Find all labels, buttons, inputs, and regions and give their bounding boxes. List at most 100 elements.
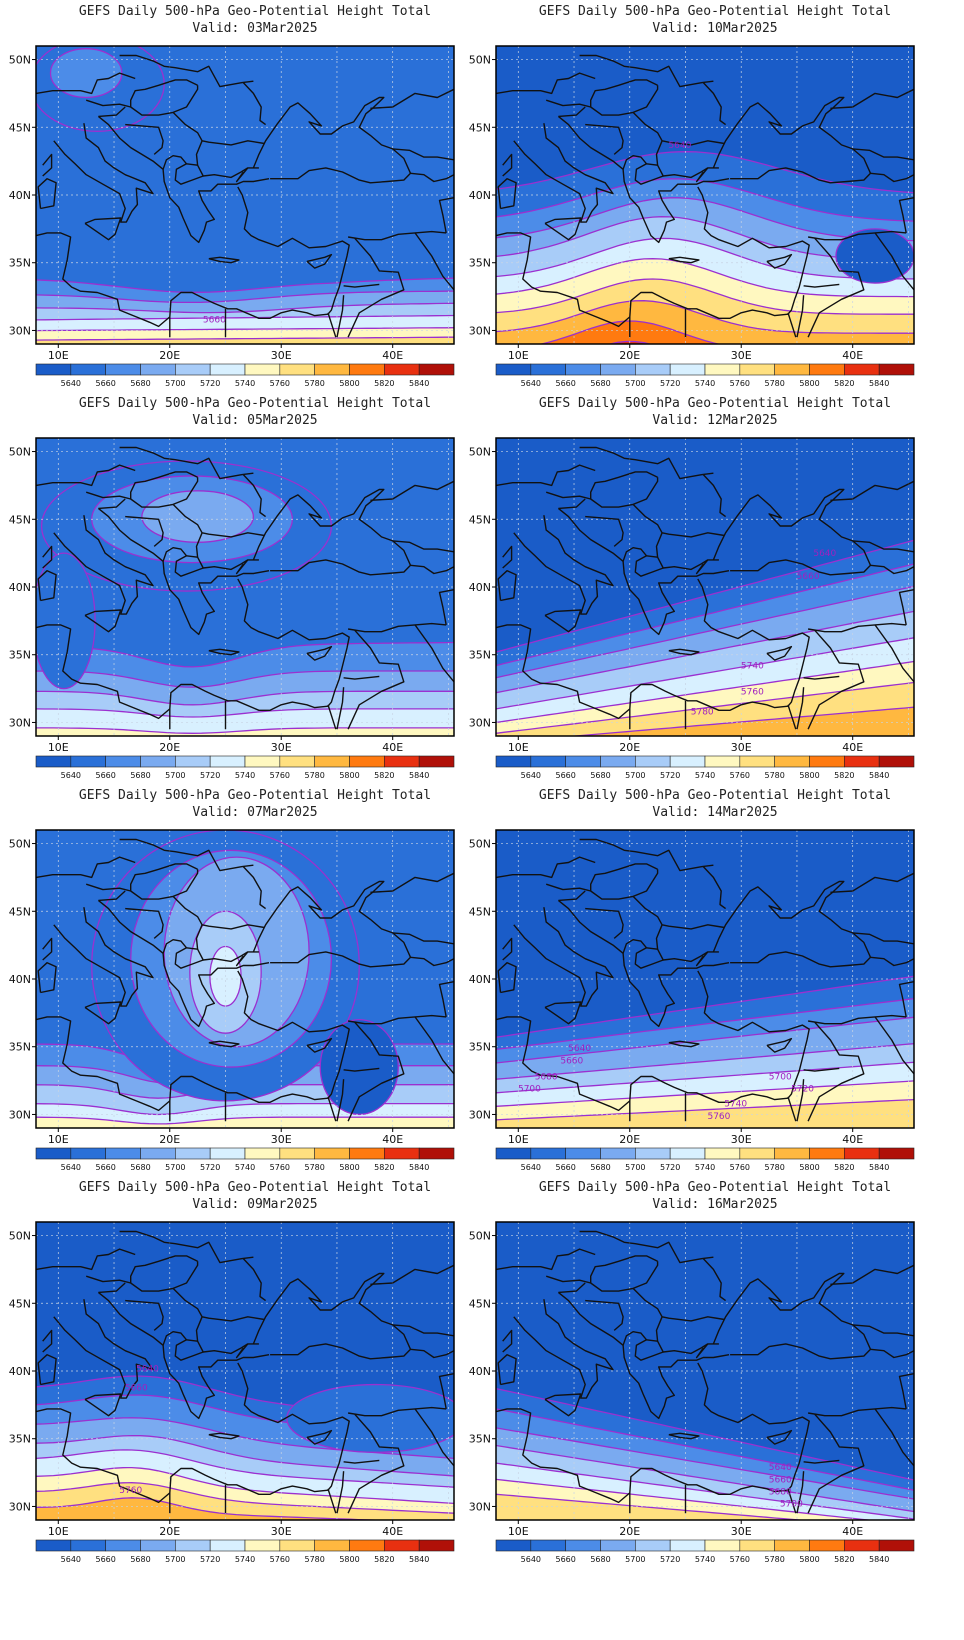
coastline-border	[590, 85, 659, 116]
valid-date: 16Mar2025	[707, 1197, 778, 1212]
coastline-border	[544, 1393, 582, 1417]
contour-line	[496, 1427, 914, 1500]
colorbar-swatch	[418, 755, 455, 768]
panel-valid-date: Valid: 14Mar2025	[500, 805, 930, 821]
colorbar-label: 5680	[130, 771, 150, 780]
colorbar-swatch	[565, 363, 601, 376]
colorbar-swatch	[140, 1539, 176, 1552]
panel-valid-date: Valid: 12Mar2025	[500, 413, 930, 429]
lat-label: 35N	[469, 649, 491, 662]
coastline-border	[195, 532, 259, 571]
height-band	[496, 1388, 914, 1491]
coastline-border	[579, 838, 714, 872]
coastline-border	[119, 54, 254, 88]
coastline-border	[579, 54, 714, 88]
coastline-border	[502, 153, 513, 177]
coastline-border	[97, 507, 270, 636]
contour-line	[36, 290, 454, 304]
lon-label: 40E	[842, 1525, 863, 1538]
coastline-border	[796, 295, 805, 338]
colorbar-swatch	[878, 1539, 915, 1552]
contour-line	[36, 277, 454, 293]
lat-label: 30N	[469, 1500, 491, 1513]
contour-line	[36, 641, 454, 668]
coastline-border	[590, 471, 658, 499]
coastline-border	[874, 232, 914, 291]
lat-label: 35N	[9, 1041, 31, 1054]
colorbar-swatch	[809, 755, 845, 768]
coastline-border	[97, 115, 270, 244]
colorbar-label: 5760	[270, 771, 290, 780]
colorbar-label: 5640	[521, 771, 541, 780]
coastline-border	[42, 545, 53, 569]
lon-label: 40E	[382, 741, 403, 754]
lon-label: 10E	[508, 1525, 529, 1538]
contour-line	[496, 1408, 914, 1491]
colorbar-label: 5700	[165, 771, 185, 780]
contour-label: 5660	[560, 1056, 583, 1066]
coastline-border	[414, 232, 454, 291]
colorbar-swatch	[704, 1539, 741, 1552]
height-band	[36, 1435, 454, 1488]
coastline-border	[306, 253, 333, 269]
colorbar-swatch	[418, 1539, 455, 1552]
coastline-border	[97, 899, 270, 1028]
colorbar-label: 5720	[660, 1555, 680, 1564]
coastline-border	[852, 1324, 914, 1337]
coastline-border	[668, 1432, 700, 1440]
height-band	[496, 1080, 914, 1120]
colorbar-swatch	[565, 755, 601, 768]
coastline-border	[235, 167, 249, 183]
coastline-border	[252, 1272, 412, 1360]
coastline-border	[162, 155, 188, 170]
lon-label: 20E	[619, 741, 640, 754]
contour-line	[36, 1482, 454, 1514]
coastline-border	[558, 890, 586, 902]
colorbar-label: 5780	[764, 379, 784, 388]
contour-line	[496, 1061, 914, 1094]
coastline-border	[36, 970, 350, 1112]
height-map: 50N 45N 40N 35N 30N 10E 20E 30E 40E 5640 5660 5680 5…	[9, 829, 455, 1172]
coastline-border	[347, 237, 405, 338]
coastline-border	[496, 186, 810, 328]
coastline-border	[347, 1014, 447, 1025]
height-band	[36, 727, 454, 736]
coastline-border	[36, 578, 350, 720]
colorbar-label: 5780	[764, 771, 784, 780]
colorbar-swatch	[244, 755, 281, 768]
coastline-border	[712, 880, 872, 968]
colorbar-label: 5700	[165, 1163, 185, 1172]
height-band	[36, 291, 454, 313]
coastline-border	[252, 488, 412, 576]
colorbar-label: 5680	[590, 771, 610, 780]
colorbar-label: 5660	[555, 379, 575, 388]
colorbar-label: 5840	[869, 379, 889, 388]
colorbar-label: 5660	[95, 1555, 115, 1564]
lon-label: 40E	[842, 1133, 863, 1146]
coastline-border	[208, 256, 240, 264]
lat-label: 35N	[9, 1433, 31, 1446]
colorbar-label: 5800	[339, 771, 359, 780]
coastline-border	[803, 675, 840, 680]
lon-label: 10E	[48, 741, 69, 754]
coastline-border	[513, 907, 614, 1007]
coastline-border	[702, 82, 727, 126]
coastline-border	[807, 622, 907, 633]
contour-line	[36, 727, 454, 734]
colorbar-label: 5740	[695, 771, 715, 780]
colorbar-swatch	[704, 363, 741, 376]
colorbar-swatch	[70, 755, 106, 768]
coastline-border	[497, 178, 517, 210]
lat-label: 45N	[9, 121, 31, 134]
lat-label: 30N	[469, 1108, 491, 1121]
lat-label: 30N	[9, 1108, 31, 1121]
coastline-border	[343, 1459, 380, 1464]
colorbar-swatch	[349, 755, 385, 768]
coastline-border	[502, 545, 513, 569]
colorbar-label: 5800	[799, 771, 819, 780]
contour-line	[36, 1417, 454, 1460]
lat-label: 45N	[469, 121, 491, 134]
contour-line	[538, 320, 721, 344]
panel-valid-date: Valid: 05Mar2025	[40, 413, 470, 429]
height-band	[496, 1427, 914, 1512]
